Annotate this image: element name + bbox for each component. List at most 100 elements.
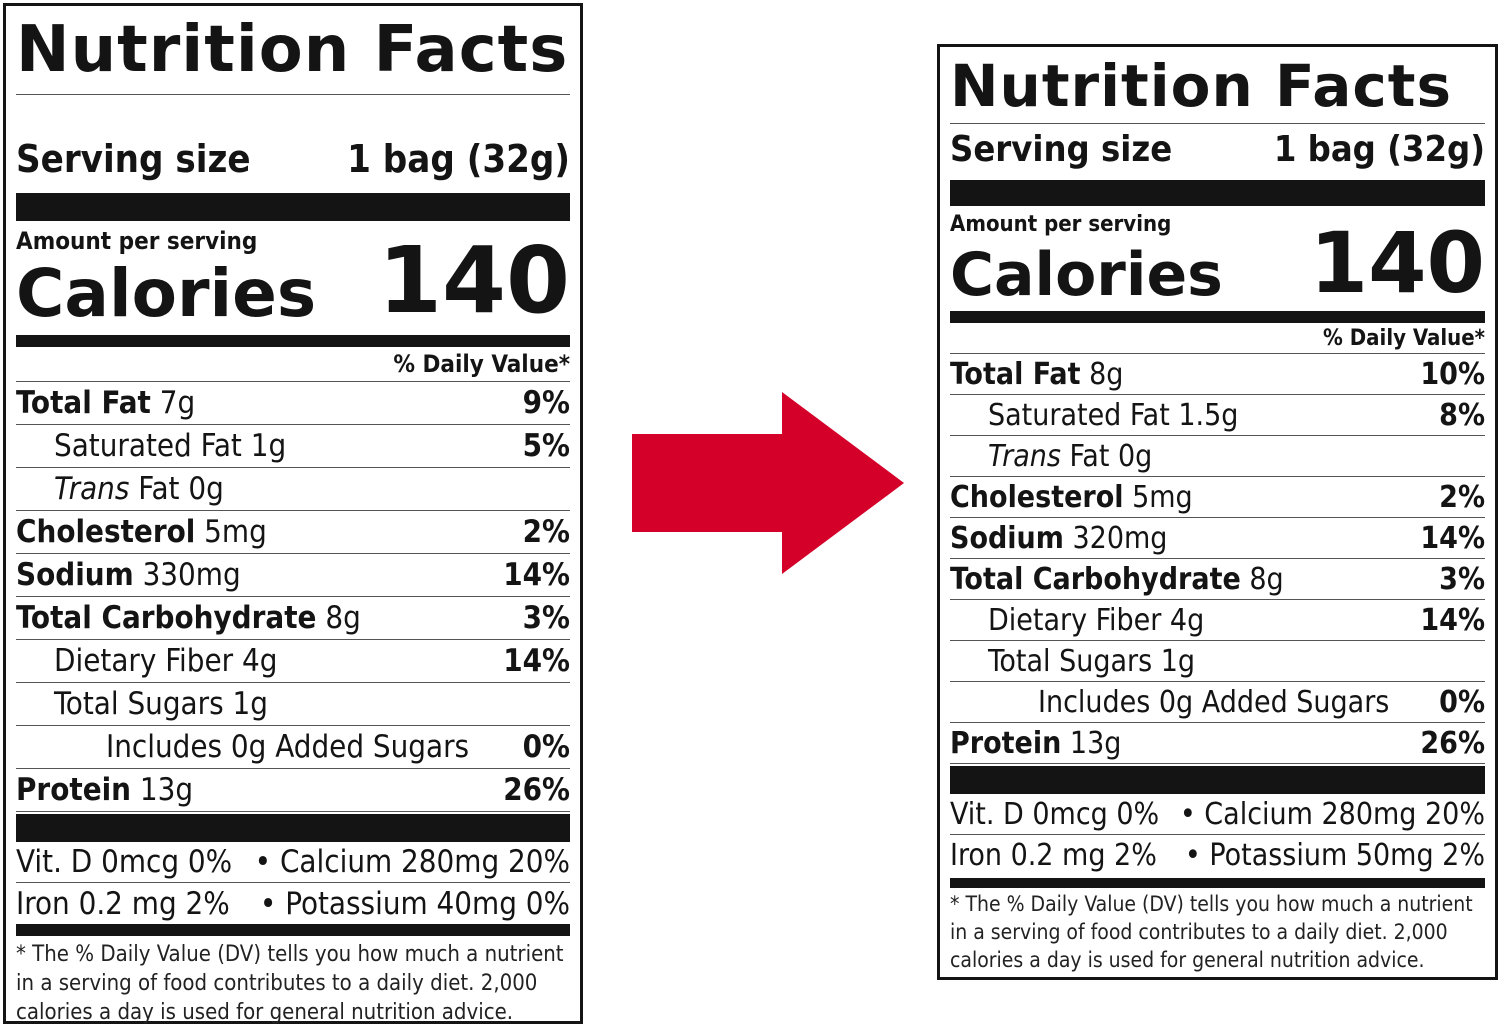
medium-divider xyxy=(950,878,1485,888)
mineral-row: Iron 0.2 mg 2% • Potassium 40mg 0% xyxy=(16,883,570,924)
nutrient-row: Trans Fat 0g xyxy=(16,468,570,511)
nutrient-label: Trans xyxy=(54,471,130,507)
nutrient-label: Sodium xyxy=(16,557,134,593)
nutrient-amount: Fat 0g xyxy=(1069,438,1153,474)
nutrient-amount: 8g xyxy=(1249,561,1284,597)
nutrient-amount: 1g xyxy=(232,686,268,722)
nutrient-row: Protein 13g 26% xyxy=(950,723,1485,764)
nutrient-name: Total Sugars 1g xyxy=(54,686,268,722)
thick-divider xyxy=(16,814,570,842)
footnote: * The % Daily Value (DV) tells you how m… xyxy=(16,942,564,1025)
label-title: Nutrition Facts xyxy=(16,13,569,87)
serving-size-row: Serving size 1 bag (32g) xyxy=(950,128,1485,170)
nutrient-label: Saturated Fat xyxy=(988,397,1170,433)
nutrient-row: Saturated Fat 1.5g 8% xyxy=(950,395,1485,436)
nutrient-amount: 13g xyxy=(139,772,194,808)
serving-size-value: 1 bag (32g) xyxy=(347,137,570,181)
nutrient-rows: Total Fat 7g 9% Saturated Fat 1g 5% Trans Fa… xyxy=(16,382,570,812)
daily-value-percent: 0% xyxy=(522,729,570,765)
nutrient-name: Saturated Fat 1g xyxy=(54,428,286,464)
nutrient-row: Total Carbohydrate 8g 3% xyxy=(16,597,570,640)
nutrient-row: Cholesterol 5mg 2% xyxy=(16,511,570,554)
nutrient-row: Total Fat 7g 9% xyxy=(16,382,570,425)
label-title: Nutrition Facts xyxy=(950,52,1452,120)
nutrient-amount: 1g xyxy=(250,428,287,464)
calories-row: Calories 140 xyxy=(16,235,570,332)
divider xyxy=(950,123,1485,124)
calories-label: Calories xyxy=(950,240,1223,310)
nutrient-row: Dietary Fiber 4g 14% xyxy=(950,600,1485,641)
daily-value-percent: 14% xyxy=(1420,520,1485,556)
nutrient-label: Dietary Fiber xyxy=(54,643,234,679)
nutrient-name: Total Sugars 1g xyxy=(988,644,1195,679)
thick-divider xyxy=(950,180,1485,206)
mineral-row: Iron 0.2 mg 2% • Potassium 50mg 2% xyxy=(950,835,1485,876)
serving-size-value: 1 bag (32g) xyxy=(1273,129,1485,170)
calcium: • Calcium 280mg 20% xyxy=(254,844,570,880)
medium-divider xyxy=(16,924,570,936)
nutrient-label: Trans xyxy=(988,438,1061,474)
nutrient-amount: 4g xyxy=(1169,602,1205,638)
nutrient-name: Includes 0g Added Sugars xyxy=(106,729,469,765)
daily-value-percent: 26% xyxy=(503,772,570,808)
nutrient-row: Cholesterol 5mg 2% xyxy=(950,477,1485,518)
nutrient-amount: 8g xyxy=(1089,356,1124,392)
nutrient-name: Sodium 320mg xyxy=(950,521,1167,556)
medium-divider xyxy=(950,311,1485,323)
nutrient-label: Total Carbohydrate xyxy=(950,561,1241,597)
nutrient-row: Dietary Fiber 4g 14% xyxy=(16,640,570,683)
nutrient-row: Protein 13g 26% xyxy=(16,769,570,812)
nutrient-name: Sodium 330mg xyxy=(16,557,241,593)
nutrient-amount: 5mg xyxy=(204,514,267,550)
daily-value-percent: 5% xyxy=(522,428,570,464)
nutrient-label: Total Fat xyxy=(16,385,151,421)
calories-row: Calories 140 xyxy=(950,221,1485,310)
nutrient-name: Includes 0g Added Sugars xyxy=(1038,685,1389,720)
nutrient-amount: 4g xyxy=(241,643,278,679)
footnote: * The % Daily Value (DV) tells you how m… xyxy=(950,892,1473,972)
amount-per-serving: Amount per serving xyxy=(16,227,258,255)
vitamin-row: Vit. D 0mcg 0% • Calcium 280mg 20% xyxy=(950,794,1485,835)
daily-value-percent: 2% xyxy=(1439,479,1485,515)
nutrient-label: Protein xyxy=(16,772,132,808)
nutrient-row: Sodium 330mg 14% xyxy=(16,554,570,597)
nutrient-name: Cholesterol 5mg xyxy=(950,480,1193,515)
calories-label: Calories xyxy=(16,255,317,332)
vitamin-d: Vit. D 0mcg 0% xyxy=(16,844,233,880)
daily-value-percent: 8% xyxy=(1439,397,1485,433)
medium-divider xyxy=(16,335,570,347)
nutrient-label: Total Fat xyxy=(950,356,1081,392)
daily-value-percent: 2% xyxy=(522,514,570,550)
nutrient-name: Dietary Fiber 4g xyxy=(54,643,277,679)
nutrient-name: Total Fat 7g xyxy=(16,385,195,421)
right-arrow-shape xyxy=(632,392,904,574)
nutrient-row: Includes 0g Added Sugars 0% xyxy=(950,682,1485,723)
amount-per-serving: Amount per serving xyxy=(950,212,1172,237)
daily-value-percent: 10% xyxy=(1420,356,1485,392)
serving-size-label: Serving size xyxy=(950,129,1173,170)
divider xyxy=(16,94,570,95)
vitamin-d: Vit. D 0mcg 0% xyxy=(950,796,1160,832)
nutrient-label: Cholesterol xyxy=(950,479,1124,515)
daily-value-percent: 3% xyxy=(1439,561,1485,597)
nutrient-name: Trans Fat 0g xyxy=(54,471,224,507)
potassium: • Potassium 50mg 2% xyxy=(1184,838,1485,873)
nutrient-amount: Fat 0g xyxy=(138,471,224,507)
daily-value-percent: 14% xyxy=(1420,602,1485,638)
nutrient-label: Total Sugars xyxy=(988,643,1153,679)
nutrient-amount: 7g xyxy=(159,385,196,421)
daily-value-percent: 9% xyxy=(522,385,570,421)
potassium: • Potassium 40mg 0% xyxy=(259,885,570,922)
calories-value: 140 xyxy=(1309,214,1485,312)
nutrition-label-before: Nutrition Facts Serving size 1 bag (32g)… xyxy=(3,3,583,1025)
daily-value-header: % Daily Value* xyxy=(950,323,1485,354)
nutrient-label: Total Sugars xyxy=(54,686,224,722)
vitamin-row: Vit. D 0mcg 0% • Calcium 280mg 20% xyxy=(16,842,570,883)
nutrient-row: Total Carbohydrate 8g 3% xyxy=(950,559,1485,600)
nutrient-row: Trans Fat 0g xyxy=(950,436,1485,477)
nutrient-amount: 330mg xyxy=(142,557,241,593)
nutrient-name: Protein 13g xyxy=(950,726,1121,761)
nutrient-amount: 13g xyxy=(1069,725,1122,761)
nutrient-name: Total Carbohydrate 8g xyxy=(950,562,1284,597)
nutrient-label: Includes 0g Added Sugars xyxy=(1038,684,1390,720)
